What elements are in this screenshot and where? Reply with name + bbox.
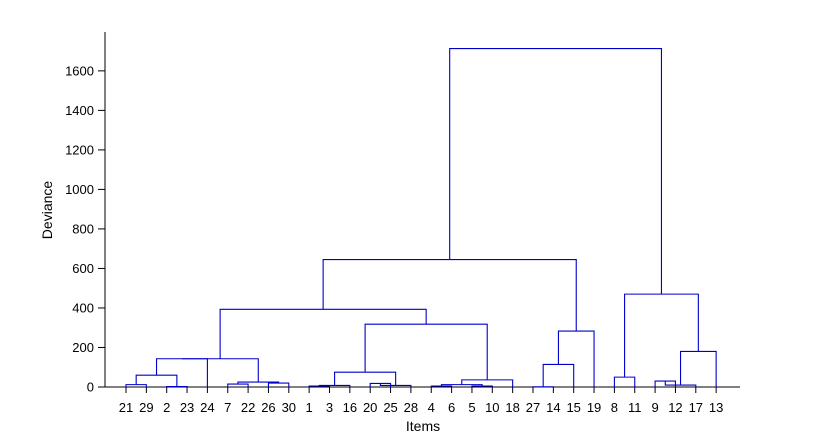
leaf-label: 20 (363, 400, 377, 415)
dendrogram-link (557, 330, 595, 387)
leaf-label: 10 (485, 400, 499, 415)
leaf-label: 2 (163, 400, 170, 415)
leaf-label: 30 (282, 400, 296, 415)
y-tick-label: 1600 (65, 63, 94, 78)
leaf-label: 11 (628, 400, 642, 415)
dendrogram-link (654, 380, 676, 387)
leaf-label: 23 (180, 400, 194, 415)
y-tick-label: 600 (72, 261, 94, 276)
leaf-label: 18 (505, 400, 519, 415)
y-tick-label: 0 (87, 380, 94, 395)
x-axis-title: Items (406, 418, 440, 434)
leaf-label: 28 (404, 400, 418, 415)
dendrogram-link (219, 308, 427, 359)
y-axis-ticks: 0 200 400 600 800 1000 1200 1400 1600 (65, 63, 105, 395)
leaf-label: 17 (689, 400, 703, 415)
dendrogram-link (624, 293, 699, 378)
leaf-label: 29 (139, 400, 153, 415)
leaf-label: 16 (343, 400, 357, 415)
leaf-label: 1 (306, 400, 313, 415)
leaf-label: 25 (383, 400, 397, 415)
dendrogram-link (542, 363, 575, 387)
leaf-label: 19 (587, 400, 601, 415)
leaf-label: 24 (200, 400, 214, 415)
leaf-label: 3 (326, 400, 333, 415)
y-tick-label: 800 (72, 221, 94, 236)
leaf-label: 4 (428, 400, 435, 415)
leaf-label: 21 (119, 400, 133, 415)
leaf-label: 13 (709, 400, 723, 415)
y-axis-title: Deviance (39, 181, 55, 240)
leaf-label: 22 (241, 400, 255, 415)
y-tick-label: 1200 (65, 142, 94, 157)
leaf-label: 7 (224, 400, 231, 415)
y-tick-label: 1000 (65, 182, 94, 197)
dendrogram-link (322, 259, 577, 332)
dendrogram-link (135, 374, 178, 387)
leaf-label: 15 (566, 400, 580, 415)
y-tick-label: 200 (72, 340, 94, 355)
leaf-label: 27 (526, 400, 540, 415)
leaf-label: 8 (611, 400, 618, 415)
leaf-label: 26 (261, 400, 275, 415)
leaf-label: 6 (448, 400, 455, 415)
y-tick-label: 400 (72, 300, 94, 315)
leaf-label: 9 (651, 400, 658, 415)
dendrogram-link (449, 47, 663, 295)
dendrogram-link (679, 350, 717, 387)
dendrogram-link (613, 376, 636, 387)
dendrogram-link (267, 382, 290, 387)
dendrogram-link (125, 384, 147, 387)
dendrogram-link (461, 379, 514, 387)
leaf-label: 14 (546, 400, 560, 415)
dendrogram-link (181, 358, 259, 383)
x-axis-ticks: 21 29 2 23 24 7 22 26 30 1 3 16 20 25 28 4 6 5 10 18 27 14 15 1… (119, 387, 723, 415)
dendrogram-link (155, 358, 208, 387)
dendrogram-link (440, 384, 483, 387)
y-tick-label: 1400 (65, 103, 94, 118)
dendrogram-link (364, 323, 488, 380)
leaf-label: 5 (468, 400, 475, 415)
dendrogram-link (334, 371, 397, 386)
leaf-label: 12 (668, 400, 682, 415)
dendrogram-links (125, 47, 717, 388)
